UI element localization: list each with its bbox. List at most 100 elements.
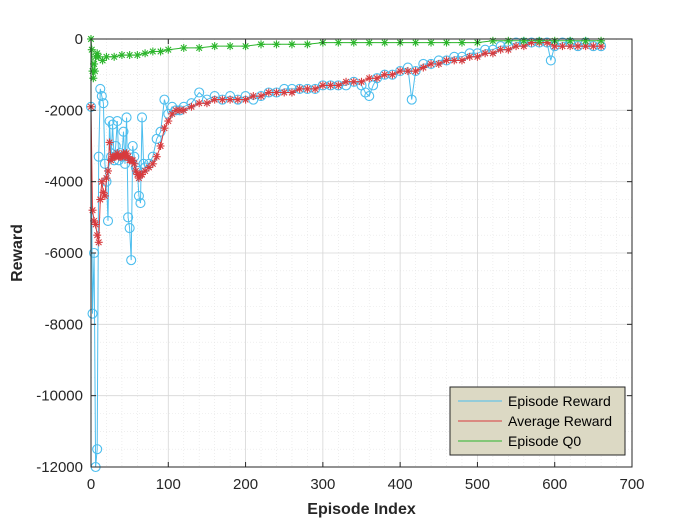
data-point-episode-q0 — [117, 51, 126, 60]
data-point-episode-q0 — [504, 36, 513, 45]
data-point-episode-q0 — [566, 36, 575, 45]
data-point-average-reward — [442, 56, 451, 65]
legend-label-average-reward: Average Reward — [508, 413, 612, 429]
data-point-average-reward — [102, 174, 111, 183]
data-point-average-reward — [257, 92, 266, 101]
legend: Episode Reward Average Reward Episode Q0 — [449, 386, 626, 456]
data-point-average-reward — [210, 95, 219, 104]
data-point-average-reward — [365, 74, 374, 83]
data-point-average-reward — [589, 42, 598, 51]
series-average-reward — [87, 38, 606, 247]
y-tick-label: -12000 — [36, 459, 83, 476]
data-point-episode-reward — [118, 126, 129, 137]
data-point-episode-q0 — [195, 43, 204, 52]
data-point-average-reward — [156, 142, 165, 150]
data-point-average-reward — [93, 231, 102, 240]
data-point-episode-reward — [124, 222, 135, 234]
data-point-average-reward — [295, 84, 304, 93]
data-point-episode-reward — [155, 126, 166, 137]
x-tick-label: 200 — [233, 476, 258, 493]
data-point-average-reward — [94, 238, 103, 247]
data-point-episode-reward — [98, 98, 109, 109]
x-tick-label: 500 — [465, 476, 490, 493]
data-point-average-reward — [104, 166, 113, 175]
y-tick-label: -10000 — [36, 388, 83, 405]
data-point-episode-reward — [406, 94, 417, 105]
data-point-episode-q0 — [148, 47, 157, 56]
data-point-average-reward — [130, 159, 139, 168]
data-point-average-reward — [512, 42, 521, 51]
data-point-episode-reward — [360, 87, 371, 98]
data-point-episode-reward — [89, 247, 100, 259]
data-point-average-reward — [105, 138, 114, 147]
data-point-episode-q0 — [365, 38, 374, 47]
data-point-average-reward — [241, 95, 250, 104]
data-point-average-reward — [380, 70, 389, 79]
data-point-episode-q0 — [597, 36, 606, 45]
y-tick-label: 0 — [75, 31, 83, 48]
data-point-average-reward — [311, 84, 320, 93]
data-point-episode-q0 — [164, 45, 173, 54]
data-point-episode-q0 — [581, 36, 590, 45]
data-point-episode-q0 — [349, 38, 358, 47]
data-point-average-reward — [280, 88, 289, 97]
data-point-episode-reward — [95, 83, 106, 94]
data-point-episode-reward — [136, 112, 148, 123]
data-point-average-reward — [226, 95, 235, 104]
data-point-average-reward — [450, 56, 459, 65]
x-axis-label: Episode Index — [307, 501, 416, 518]
data-point-episode-q0 — [303, 40, 312, 49]
data-point-average-reward — [357, 77, 366, 86]
data-point-average-reward — [349, 77, 358, 86]
data-point-episode-q0 — [156, 47, 165, 56]
x-tick-label: 600 — [542, 476, 567, 493]
y-tick-label: -6000 — [45, 245, 83, 262]
data-point-episode-reward — [93, 151, 104, 162]
data-point-episode-reward — [110, 140, 121, 152]
data-point-episode-q0 — [272, 40, 281, 49]
data-point-episode-q0 — [210, 42, 219, 51]
data-point-average-reward — [160, 124, 169, 133]
data-point-episode-reward — [133, 190, 144, 201]
data-point-average-reward — [164, 117, 173, 126]
data-point-average-reward — [558, 42, 567, 51]
data-point-episode-reward — [87, 308, 98, 319]
data-point-average-reward — [264, 88, 273, 97]
data-point-average-reward — [195, 99, 204, 108]
data-point-average-reward — [249, 92, 258, 101]
data-point-average-reward — [96, 195, 105, 204]
data-point-average-reward — [573, 42, 582, 51]
data-point-episode-q0 — [519, 36, 528, 45]
minor-grid — [91, 39, 632, 467]
legend-label-episode-q0: Episode Q0 — [508, 433, 581, 449]
data-point-episode-reward — [99, 158, 110, 169]
data-point-episode-q0 — [457, 38, 466, 47]
data-point-average-reward — [233, 95, 242, 104]
data-point-average-reward — [202, 99, 211, 108]
data-point-average-reward — [542, 38, 551, 47]
x-tick-label: 700 — [619, 476, 644, 493]
data-point-average-reward — [496, 45, 505, 54]
data-point-episode-reward — [102, 215, 114, 226]
y-tick-label: -4000 — [45, 174, 83, 191]
data-point-average-reward — [372, 74, 381, 83]
data-point-episode-reward — [545, 55, 556, 66]
data-point-episode-q0 — [411, 38, 420, 47]
data-point-episode-q0 — [287, 40, 296, 49]
data-point-episode-q0 — [133, 51, 142, 60]
x-axis-ticks: 0 100 200 300 400 500 600 700 — [87, 39, 645, 493]
data-point-episode-q0 — [90, 67, 99, 76]
y-tick-label: -8000 — [45, 316, 83, 333]
data-point-average-reward — [272, 88, 281, 97]
data-point-average-reward — [326, 81, 335, 90]
data-point-episode-reward — [126, 255, 137, 266]
data-point-average-reward — [527, 38, 536, 47]
data-point-average-reward — [334, 81, 343, 90]
x-tick-label: 0 — [87, 476, 95, 493]
data-point-episode-reward — [121, 112, 132, 123]
data-point-average-reward — [434, 59, 443, 68]
y-tick-label: -2000 — [45, 102, 83, 119]
series-layer — [85, 35, 607, 473]
data-point-average-reward — [218, 95, 227, 104]
